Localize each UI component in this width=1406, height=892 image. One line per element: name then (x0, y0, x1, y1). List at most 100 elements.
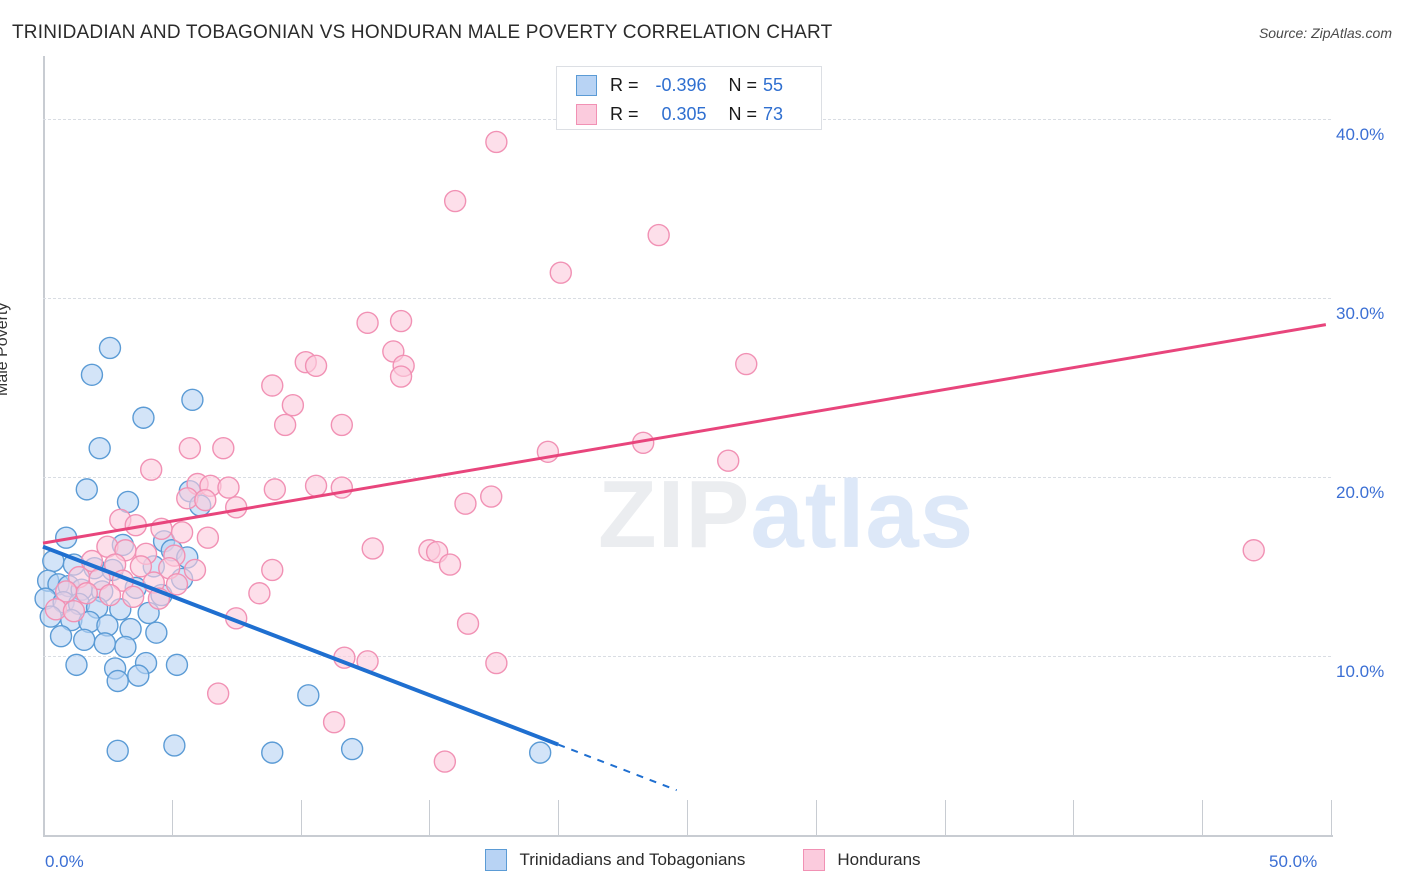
data-point (443, 189, 467, 213)
correlation-stats-box: R = -0.396 N = 55 R = 0.305 N = 73 (556, 66, 822, 130)
data-point (73, 628, 96, 652)
data-point (261, 374, 284, 397)
data-point (75, 478, 98, 501)
data-point (127, 664, 150, 687)
data-point (196, 526, 220, 549)
data-point (114, 635, 137, 659)
blue-r-value: -0.396 (655, 74, 707, 95)
data-point (217, 476, 240, 499)
x-axis-tick (944, 800, 946, 835)
legend-item-trinidadians[interactable]: Trinidadians and Tobagonians (485, 849, 745, 871)
gridline (43, 476, 1331, 478)
data-point (194, 488, 217, 512)
x-axis-tick (429, 800, 431, 835)
data-point (485, 651, 508, 675)
y-tick-label: 10.0% (1336, 661, 1385, 681)
y-tick-label: 40.0% (1336, 124, 1385, 144)
x-axis-tick (1202, 800, 1204, 835)
x-axis-tick (687, 800, 688, 835)
data-point (438, 553, 462, 576)
data-point (322, 710, 346, 734)
data-point (330, 413, 354, 437)
pink-series-swatch-icon (576, 103, 597, 125)
data-point (93, 632, 117, 655)
data-point (261, 741, 284, 764)
data-point (163, 734, 186, 757)
trendline-extension (557, 743, 678, 792)
data-point (206, 682, 230, 705)
blue-n-label: N = (728, 74, 758, 95)
data-point (181, 388, 204, 412)
blue-n-value: 55 (763, 74, 784, 95)
data-point (480, 485, 503, 508)
data-point (263, 478, 287, 501)
pink-n-value: 73 (763, 103, 784, 124)
data-point (261, 558, 284, 582)
data-point (281, 394, 305, 417)
legend-item-hondurans[interactable]: Hondurans (803, 849, 921, 871)
scatter-layer (34, 130, 1327, 792)
data-point (65, 653, 88, 677)
data-point (304, 354, 328, 378)
data-point (297, 684, 320, 707)
blue-r-label: R = (610, 74, 639, 95)
legend-swatch-icon (485, 849, 508, 871)
data-point (178, 436, 202, 460)
data-point (304, 474, 328, 497)
data-point (485, 130, 508, 154)
x-tick-label: 0.0% (45, 852, 84, 871)
data-point (389, 309, 413, 333)
data-point (647, 223, 670, 247)
x-axis-tick (300, 800, 302, 835)
data-point (248, 582, 271, 605)
series-hondurans (44, 130, 1265, 773)
data-point (454, 492, 477, 515)
x-axis-tick (1331, 800, 1332, 835)
series-legend: Trinidadians and Tobagonians Hondurans (0, 849, 1406, 871)
y-tick-label: 30.0% (1336, 303, 1385, 323)
gridline (43, 297, 1331, 299)
stat-row-pink: R = 0.305 N = 73 (576, 100, 783, 128)
stat-row-blue: R = -0.396 N = 55 (576, 71, 783, 99)
data-point (121, 585, 145, 609)
pink-n-label: N = (728, 103, 758, 124)
data-point (80, 363, 104, 386)
data-point (340, 737, 364, 761)
data-point (183, 558, 207, 582)
data-point (165, 653, 189, 677)
legend-label: Hondurans (837, 850, 921, 869)
y-axis-title: Male Poverty (0, 302, 11, 396)
x-axis-tick (815, 800, 817, 835)
data-point (528, 741, 552, 764)
data-point (170, 521, 194, 544)
data-point (75, 582, 98, 605)
x-axis-tick (171, 800, 173, 835)
data-point (735, 352, 758, 376)
x-axis-line (43, 835, 1333, 837)
data-point (62, 599, 86, 623)
data-point (145, 621, 168, 644)
data-point (106, 739, 129, 763)
legend-swatch-icon (803, 849, 826, 871)
trendline (42, 544, 559, 747)
x-axis-tick (1073, 800, 1075, 835)
trendline (42, 323, 1327, 545)
data-point (165, 573, 189, 596)
gridline (43, 655, 1331, 657)
data-point (717, 449, 740, 472)
data-point (433, 750, 457, 773)
data-point (356, 311, 379, 335)
data-point (98, 336, 122, 360)
blue-series-swatch-icon (576, 74, 597, 96)
data-point (212, 436, 235, 460)
data-point (106, 669, 129, 693)
data-point (88, 436, 111, 460)
data-point (49, 625, 73, 648)
pink-r-label: R = (610, 103, 639, 124)
plot-area: ZIPatlas (34, 56, 1331, 835)
source-attribution: Source: ZipAtlas.com (1258, 25, 1392, 41)
page-title: TRINIDADIAN AND TOBAGONIAN VS HONDURAN M… (12, 22, 833, 43)
pink-r-value: 0.305 (661, 103, 707, 124)
x-axis-tick (558, 800, 560, 835)
data-point (224, 496, 248, 519)
